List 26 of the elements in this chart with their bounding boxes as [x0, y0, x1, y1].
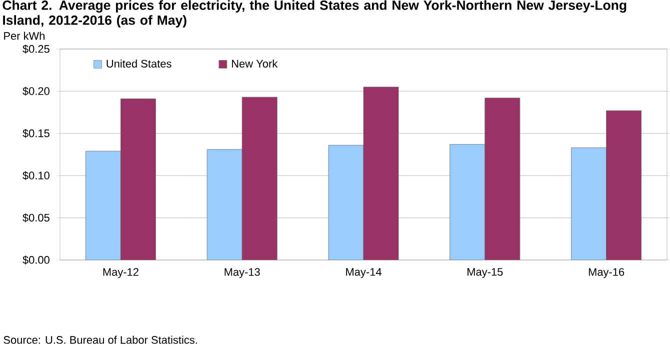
- x-tick-label: May-14: [346, 268, 382, 278]
- bar: [120, 98, 156, 260]
- y-tick-label: $0.25: [22, 44, 50, 54]
- y-tick-label: $0.15: [22, 128, 50, 138]
- y-tick-label: $0.05: [22, 213, 50, 222]
- source-note: Source: U.S. Bureau of Labor Statistics.: [4, 336, 197, 344]
- x-tick-label: May-12: [103, 268, 138, 278]
- bar: [328, 145, 364, 260]
- bar: [242, 96, 278, 260]
- y-tick-label: $0.20: [22, 86, 50, 96]
- bar: [363, 86, 399, 260]
- bar: [450, 144, 486, 260]
- bar: [606, 110, 642, 260]
- chart-title: Chart 2. Average prices for electricity, the United States and New York-Northern New Jersey-Long Island, 2012-2016 (as of May): [2, 0, 626, 28]
- legend-label: United States: [106, 60, 172, 68]
- x-tick-label: May-13: [224, 268, 260, 278]
- x-tick-label: May-15: [468, 268, 503, 278]
- y-tick-label: $0.10: [22, 171, 50, 180]
- bar: [571, 148, 607, 260]
- bar: [86, 150, 121, 260]
- bar: [484, 98, 520, 260]
- x-tick-label: May-16: [588, 268, 624, 278]
- y-tick-label: $0.00: [22, 256, 50, 264]
- legend-label: New York: [232, 60, 278, 68]
- y-axis-title: Per kWh: [4, 32, 44, 40]
- bar: [206, 149, 242, 260]
